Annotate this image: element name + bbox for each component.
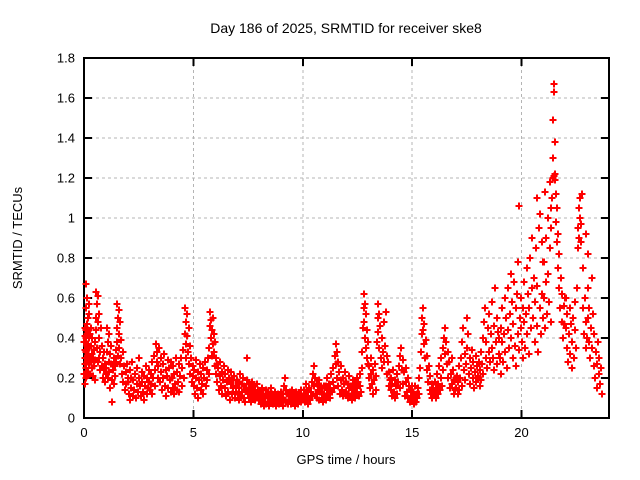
y-axis-label: SRMTID / TECUs	[10, 186, 25, 289]
gridlines	[84, 58, 609, 418]
tick-labels: 0 5 10 15 20 0 0.2 0.4 0.6 0.8 1 1.2 1.4 1.6 1.8	[57, 51, 529, 441]
scatter-points	[80, 80, 606, 410]
x-tick-label: 20	[514, 425, 528, 440]
x-axis-label: GPS time / hours	[297, 452, 396, 467]
y-tick-label: 1.6	[57, 91, 75, 106]
x-tick-label: 15	[405, 425, 419, 440]
y-tick-label: 1.4	[57, 131, 75, 146]
y-tick-label: 1	[68, 211, 75, 226]
y-tick-label: 0.2	[57, 371, 75, 386]
y-tick-label: 0.8	[57, 251, 75, 266]
y-tick-label: 0.6	[57, 291, 75, 306]
y-tick-label: 1.2	[57, 171, 75, 186]
y-tick-label: 0.4	[57, 331, 75, 346]
x-tick-label: 0	[80, 425, 87, 440]
x-tick-label: 5	[190, 425, 197, 440]
y-tick-label: 0	[68, 411, 75, 426]
x-tick-label: 10	[296, 425, 310, 440]
y-tick-label: 1.8	[57, 51, 75, 66]
chart-title: Day 186 of 2025, SRMTID for receiver ske…	[210, 20, 482, 36]
plot-border	[83, 57, 610, 419]
